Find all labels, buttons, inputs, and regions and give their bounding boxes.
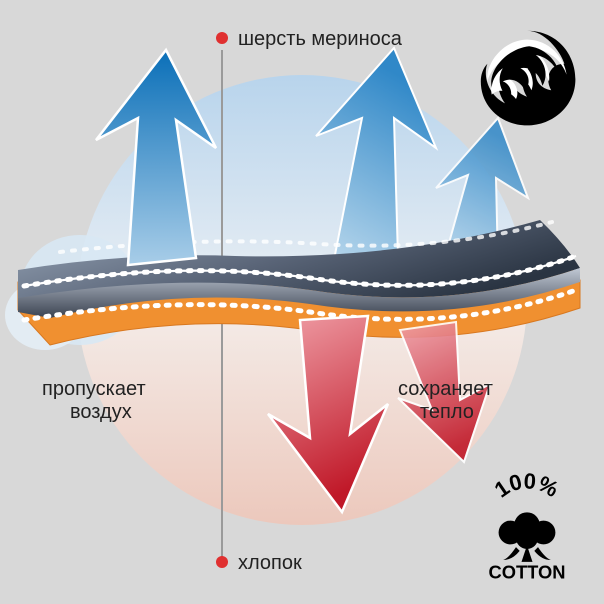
label-right-line2: тепло — [398, 401, 474, 423]
label-left-line2: воздух — [42, 401, 132, 423]
wool-logo — [472, 22, 582, 132]
label-top: шерсть мериноса — [238, 28, 402, 51]
label-right: сохраняет тепло — [398, 378, 493, 424]
dot-top — [216, 32, 228, 44]
cotton-flower-icon — [499, 512, 556, 562]
cotton-pct: 100% — [490, 472, 563, 503]
cotton-badge: 100% COTTON — [472, 472, 582, 582]
label-left-line1: пропускает — [42, 378, 146, 400]
label-right-line1: сохраняет — [398, 378, 493, 400]
label-bottom: хлопок — [238, 552, 302, 575]
dot-bottom — [216, 556, 228, 568]
label-left: пропускает воздух — [42, 378, 146, 424]
cotton-text: COTTON — [488, 561, 565, 582]
svg-text:100%: 100% — [490, 472, 563, 503]
